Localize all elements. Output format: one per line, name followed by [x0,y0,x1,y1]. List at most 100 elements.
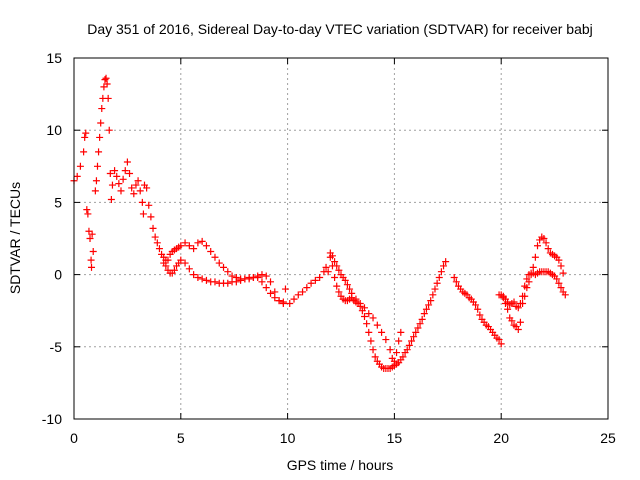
data-point [412,328,420,336]
axis-ticks [73,57,609,420]
data-point [103,80,111,88]
data-point [399,353,407,361]
series-mid [281,249,405,365]
data-point [88,263,96,271]
data-point [555,279,563,287]
data-point [194,239,202,247]
data-point [194,273,202,281]
data-point [299,288,307,296]
data-point [138,198,146,206]
data-point [523,275,531,283]
data-point [82,129,90,137]
data-point [365,328,373,336]
y-tick-label: 5 [54,194,62,210]
data-point [452,278,460,286]
data-point [557,262,565,270]
data-point [279,298,287,306]
data-point [495,336,503,344]
series-late [450,233,567,348]
data-point [258,271,266,279]
x-axis-label: GPS time / hours [287,457,394,473]
data-point [105,126,113,134]
data-point [258,278,266,286]
data-point [143,184,151,192]
data-point [162,262,170,270]
data-point [185,242,193,250]
data-point [559,269,567,277]
data-point [437,268,445,276]
data-point [369,346,377,354]
data-point [395,337,403,345]
data-point [521,282,529,290]
data-point [303,284,311,292]
chart-title: Day 351 of 2016, Sidereal Day-to-day VTE… [87,21,593,37]
data-point [544,245,552,253]
series-late-lower [499,268,569,312]
data-point [431,285,439,293]
data-point [542,239,550,247]
data-point [416,320,424,328]
data-point [516,299,524,307]
data-point [86,235,94,242]
data-point [418,315,426,323]
data-point [164,256,172,264]
data-point [420,310,428,318]
data-point [504,305,512,313]
data-point [472,301,480,309]
data-point [119,175,127,183]
data-point [93,162,101,170]
data-point [271,294,279,302]
data-point [198,275,206,283]
x-tick-label: 0 [70,430,78,446]
data-point [360,312,368,320]
data-point [237,276,245,284]
y-tick-label: -5 [50,339,63,355]
data-point [343,281,351,289]
data-points [70,74,569,372]
data-point [83,206,91,214]
data-point [557,284,565,292]
data-point [322,263,330,271]
data-point [149,224,157,232]
data-point [508,317,516,325]
data-point [87,256,95,264]
data-point [202,242,210,250]
data-point [121,167,129,175]
data-point [170,266,178,274]
data-point [153,239,161,247]
data-point [516,318,524,326]
data-point [514,325,522,333]
data-point [96,133,104,141]
data-point [117,187,125,195]
data-point [356,302,364,310]
data-point [333,282,341,290]
data-point [151,233,159,241]
data-point [177,256,185,264]
data-point [107,196,115,204]
data-point [215,259,223,267]
data-point [367,337,375,345]
data-point [414,324,422,332]
data-point [88,230,96,238]
data-point [286,299,294,307]
data-point [139,210,147,218]
data-point [155,245,163,253]
data-point [108,181,116,189]
data-point [425,301,433,309]
data-point [136,187,144,195]
data-point [294,291,302,299]
data-point [92,177,100,185]
data-point [126,170,134,178]
data-point [331,258,339,266]
data-point [369,314,377,322]
data-point [307,279,315,287]
data-point [111,167,119,175]
data-point [185,265,193,273]
data-point [207,247,215,255]
data-point [104,94,112,102]
data-point [275,297,283,305]
data-point [80,148,88,156]
data-point [331,273,339,281]
data-point [281,285,289,293]
x-tick-label: 15 [387,430,403,446]
